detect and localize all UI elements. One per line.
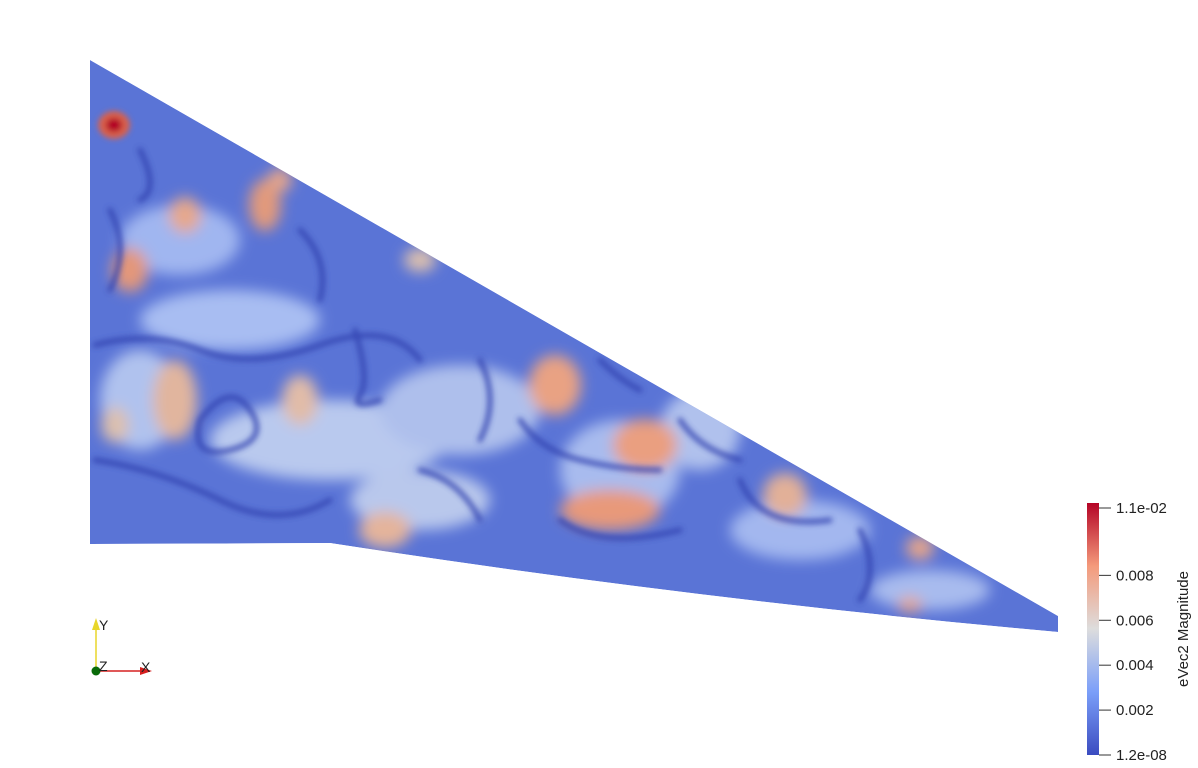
max-hotspot bbox=[98, 111, 130, 139]
color-legend: 1.1e-02 0.008 0.006 0.004 0.002 1.2e-08 eVec2… bbox=[1087, 500, 1192, 764]
x-axis-arrow bbox=[140, 667, 152, 675]
z-axis-dot bbox=[91, 666, 101, 676]
colorbar-tick-label: 1.2e-08 bbox=[1116, 747, 1167, 764]
z-axis-label: Z bbox=[99, 658, 108, 674]
colorbar bbox=[1087, 503, 1099, 755]
colorbar-title: eVec2 Magnitude bbox=[1175, 571, 1192, 687]
colorbar-ticks: 1.1e-02 0.008 0.006 0.004 0.002 1.2e-08 bbox=[1099, 500, 1167, 764]
mesh-surface bbox=[90, 60, 1058, 632]
orientation-axes: Y Z X bbox=[91, 617, 152, 676]
colorbar-tick-label: 0.004 bbox=[1116, 657, 1154, 674]
colorbar-tick-label: 0.008 bbox=[1116, 567, 1154, 584]
x-axis-label: X bbox=[141, 659, 151, 675]
colorbar-tick-label: 0.002 bbox=[1116, 702, 1154, 719]
colorbar-tick-label: 1.1e-02 bbox=[1116, 500, 1167, 517]
low-contours bbox=[92, 147, 873, 603]
y-axis-label: Y bbox=[99, 617, 109, 633]
y-axis-arrow bbox=[92, 618, 100, 630]
colorbar-tick-label: 0.006 bbox=[1116, 612, 1154, 629]
